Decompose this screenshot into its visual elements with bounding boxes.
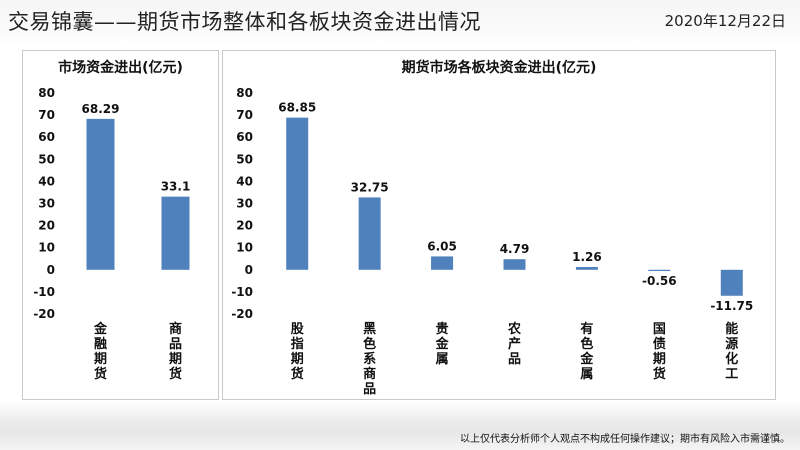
y-tick-label: 80 (38, 86, 55, 100)
data-label-sector-0: 68.85 (278, 101, 316, 115)
y-tick-label: 20 (38, 219, 55, 233)
category-label-sector-2: 贵金属 (435, 321, 450, 367)
y-tick-label: 30 (236, 197, 253, 211)
y-tick-label: 40 (38, 174, 55, 188)
bar-sector-4 (575, 267, 598, 270)
y-tick-label: 40 (236, 174, 253, 188)
y-tick-label: 70 (38, 108, 55, 122)
header-brush-decoration (0, 0, 800, 48)
report-date: 2020年12月22日 (664, 12, 786, 30)
y-tick-label: 0 (47, 263, 55, 277)
bar-market-0 (86, 118, 115, 270)
page-title: 交易锦囊——期货市场整体和各板块资金进出情况 (8, 10, 481, 34)
header: 交易锦囊——期货市场整体和各板块资金进出情况 2020年12月22日 (0, 0, 800, 42)
chart-title-market: 市场资金进出(亿元) (58, 60, 183, 76)
bar-sector-0 (286, 117, 309, 270)
data-label-sector-6: -11.75 (710, 299, 753, 313)
y-tick-label: 80 (236, 86, 253, 100)
y-tick-label: 20 (236, 219, 253, 233)
data-label-sector-3: 4.79 (500, 242, 530, 256)
chart-panel-sectors: 期货市场各板块资金进出(亿元) 80 70 60 50 40 30 20 10 0 -10 -20 6… (222, 50, 776, 400)
y-tick-label: 10 (236, 241, 253, 255)
category-label-sector-0: 股指期货 (291, 322, 304, 382)
data-label-sector-2: 6.05 (427, 239, 457, 253)
y-tick-label: 60 (38, 130, 55, 144)
y-tick-label: -10 (231, 285, 253, 299)
y-tick-label: -20 (33, 307, 55, 321)
disclaimer-text: 以上仅代表分析师个人观点不构成任何操作建议；期市有风险入市需谨慎。 (460, 434, 790, 445)
chart-panel-market: 市场资金进出(亿元) 80 70 60 50 40 30 20 10 0 -10 -20 68.29 金… (22, 50, 219, 400)
y-tick-label: 30 (38, 197, 55, 211)
category-label-sector-3: 农产品 (507, 321, 521, 367)
bar-sector-3 (503, 259, 526, 270)
bar-sector-6 (720, 269, 743, 296)
chart-title-sectors: 期货市场各板块资金进出(亿元) (401, 60, 597, 76)
bar-market-1 (161, 196, 190, 270)
y-tick-label: 50 (38, 152, 55, 166)
category-label-sector-5: 国债期货 (653, 322, 666, 382)
data-label-sector-4: 1.26 (572, 250, 602, 264)
chart-sectors-svg: 80 70 60 50 40 30 20 10 0 -10 -20 68.85 股指期货 32.75 黑色系… (231, 86, 753, 397)
bar-sector-2 (431, 256, 454, 270)
footer-brush-decoration (0, 402, 800, 450)
y-tick-label: 70 (236, 108, 253, 122)
y-tick-label: 50 (236, 152, 253, 166)
data-label-sector-5: -0.56 (642, 274, 677, 288)
bar-sector-5 (648, 269, 671, 272)
y-tick-label: 60 (236, 130, 253, 144)
y-tick-label: -20 (231, 307, 253, 321)
y-tick-label: 0 (245, 263, 253, 277)
y-tick-label: -10 (33, 285, 55, 299)
data-label-market-1: 33.1 (161, 180, 191, 194)
category-label-sector-6: 能源化工 (725, 321, 738, 382)
y-tick-label: 10 (38, 241, 55, 255)
bar-sector-1 (358, 197, 381, 270)
category-label-market-1: 商品期货 (169, 321, 182, 382)
category-label-sector-4: 有色金属 (579, 321, 594, 382)
category-label-market-0: 金融期货 (93, 321, 108, 382)
chart-market-svg: 80 70 60 50 40 30 20 10 0 -10 -20 68.29 金融期货 33.1 商品期货 (33, 86, 191, 382)
data-label-sector-1: 32.75 (351, 180, 389, 194)
category-label-sector-1: 黑色系商品 (363, 322, 376, 397)
data-label-market-0: 68.29 (82, 102, 120, 116)
